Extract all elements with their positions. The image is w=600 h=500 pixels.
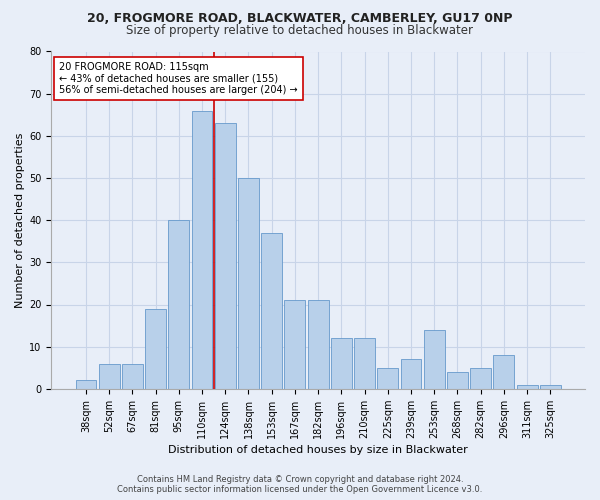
- Bar: [377, 368, 398, 389]
- Bar: [308, 300, 329, 389]
- Text: Contains HM Land Registry data © Crown copyright and database right 2024.
Contai: Contains HM Land Registry data © Crown c…: [118, 474, 482, 494]
- Bar: [99, 364, 119, 389]
- Bar: [169, 220, 189, 389]
- Bar: [261, 233, 282, 389]
- Bar: [145, 308, 166, 389]
- Bar: [331, 338, 352, 389]
- Bar: [238, 178, 259, 389]
- Text: Size of property relative to detached houses in Blackwater: Size of property relative to detached ho…: [127, 24, 473, 37]
- Text: 20 FROGMORE ROAD: 115sqm
← 43% of detached houses are smaller (155)
56% of semi-: 20 FROGMORE ROAD: 115sqm ← 43% of detach…: [59, 62, 298, 95]
- Bar: [354, 338, 375, 389]
- Bar: [447, 372, 468, 389]
- Bar: [122, 364, 143, 389]
- Bar: [76, 380, 97, 389]
- X-axis label: Distribution of detached houses by size in Blackwater: Distribution of detached houses by size …: [168, 445, 468, 455]
- Y-axis label: Number of detached properties: Number of detached properties: [15, 132, 25, 308]
- Text: 20, FROGMORE ROAD, BLACKWATER, CAMBERLEY, GU17 0NP: 20, FROGMORE ROAD, BLACKWATER, CAMBERLEY…: [87, 12, 513, 26]
- Bar: [517, 384, 538, 389]
- Bar: [540, 384, 561, 389]
- Bar: [401, 360, 421, 389]
- Bar: [493, 355, 514, 389]
- Bar: [424, 330, 445, 389]
- Bar: [215, 123, 236, 389]
- Bar: [191, 110, 212, 389]
- Bar: [470, 368, 491, 389]
- Bar: [284, 300, 305, 389]
